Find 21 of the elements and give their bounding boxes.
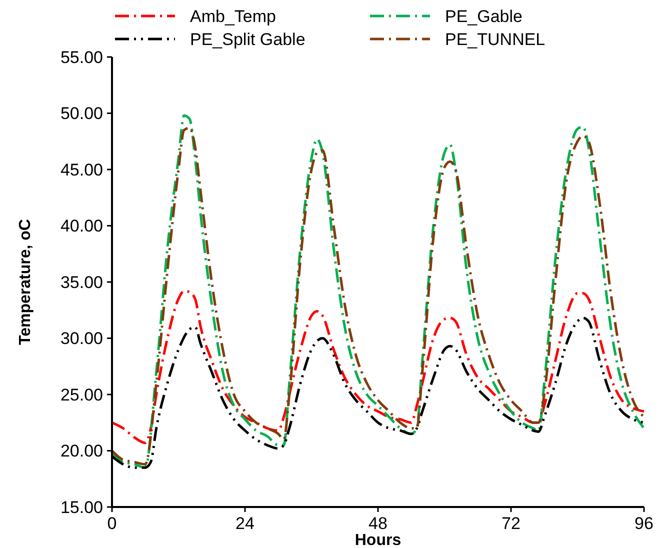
- x-tick-label: 72: [502, 514, 520, 533]
- legend-label: Amb_Temp: [190, 6, 276, 26]
- x-tick-label: 24: [236, 514, 254, 533]
- y-tick-label: 25.00: [60, 385, 103, 404]
- y-tick-label: 20.00: [60, 442, 103, 461]
- x-tick-label: 48: [368, 514, 388, 533]
- legend-label: PE_TUNNEL: [445, 30, 546, 49]
- y-tick-label: 50.00: [60, 104, 103, 124]
- x-axis-title: Hours: [354, 532, 402, 548]
- legend-label: PE_Split Gable: [190, 30, 306, 49]
- line-series: [110, 290, 646, 444]
- x-tick-label: 96: [634, 514, 654, 533]
- y-tick-label: 40.00: [60, 216, 103, 236]
- x-tick-label: 0: [107, 514, 117, 533]
- legend-label: PE_Gable: [445, 6, 522, 26]
- y-axis-title: Temperature, oC: [17, 218, 34, 345]
- y-tick-label: 35.00: [60, 272, 103, 292]
- y-tick-label: 30.00: [60, 329, 103, 348]
- y-tick-label: 15.00: [60, 498, 103, 517]
- y-tick-label: 45.00: [60, 160, 103, 180]
- y-tick-label: 55.00: [60, 48, 103, 67]
